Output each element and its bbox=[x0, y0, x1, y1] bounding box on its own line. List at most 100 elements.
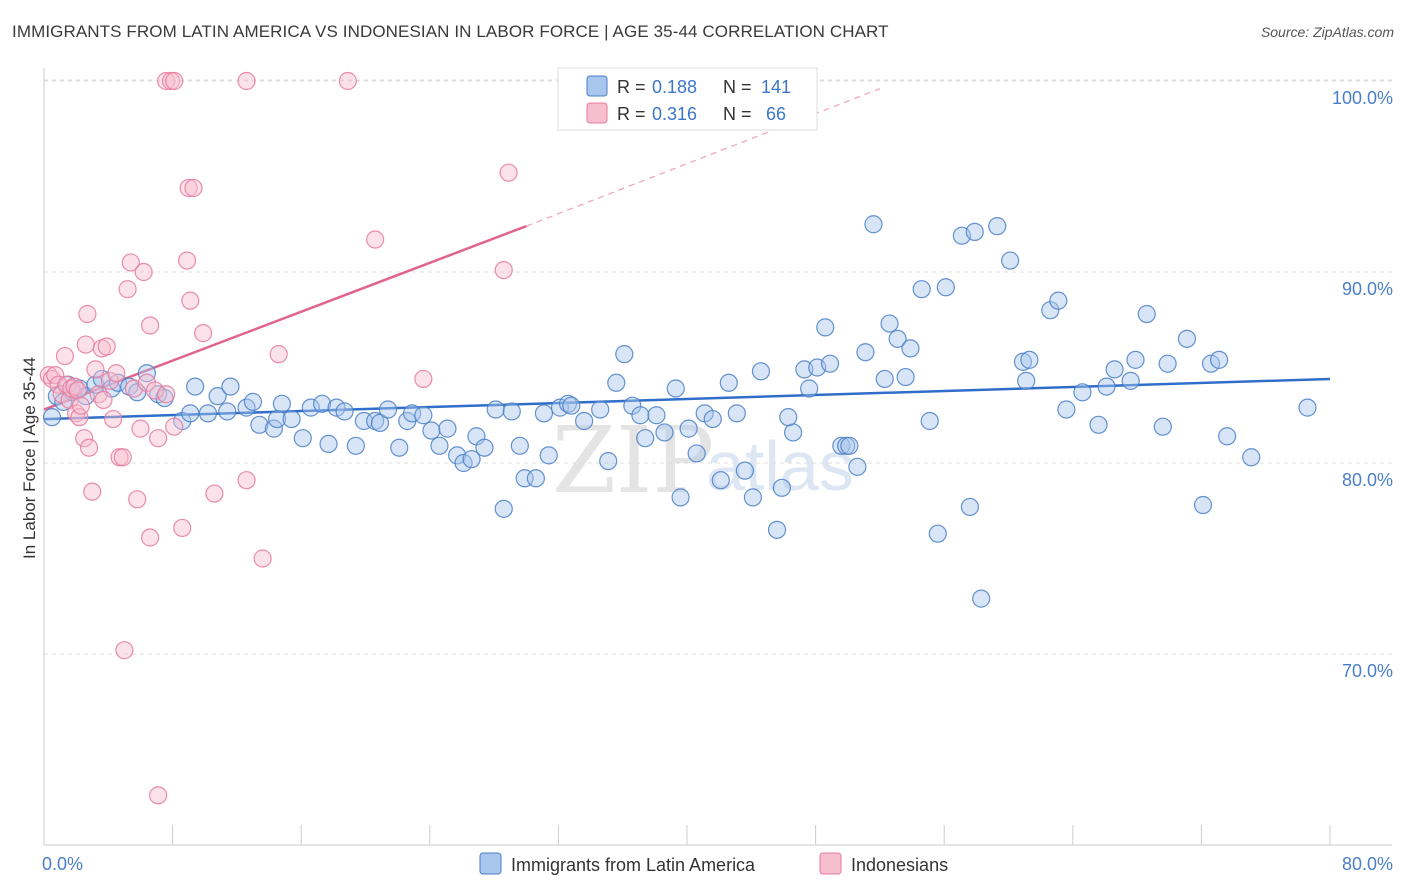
pink-point-19 bbox=[86, 360, 105, 379]
blue-point-116 bbox=[1013, 352, 1033, 371]
pink-point-38 bbox=[140, 528, 160, 547]
blue-point-46 bbox=[430, 436, 449, 455]
blue-point-121 bbox=[1057, 400, 1076, 419]
blue-point-2 bbox=[54, 392, 73, 411]
blue-point-44 bbox=[414, 406, 433, 425]
blue-point-47 bbox=[438, 419, 457, 438]
legend-n-label-1: N = bbox=[723, 77, 752, 97]
blue-point-59 bbox=[534, 404, 554, 423]
blue-point-32 bbox=[312, 394, 332, 413]
blue-point-66 bbox=[599, 451, 618, 471]
blue-point-73 bbox=[655, 423, 674, 442]
blue-point-84 bbox=[743, 488, 763, 507]
blue-point-122 bbox=[1073, 383, 1092, 402]
blue-point-106 bbox=[912, 280, 931, 299]
blue-point-124 bbox=[1097, 377, 1116, 396]
blue-point-22 bbox=[221, 377, 240, 396]
blue-point-135 bbox=[1218, 427, 1237, 446]
blue-point-81 bbox=[719, 373, 738, 392]
blue-point-21 bbox=[218, 402, 237, 421]
blue-point-88 bbox=[783, 423, 803, 442]
pink-point-55 bbox=[237, 471, 256, 490]
blue-point-123 bbox=[1089, 415, 1108, 434]
blue-point-99 bbox=[856, 343, 875, 362]
y-tick-label-0: 70.0% bbox=[1342, 661, 1393, 681]
grid-layer bbox=[44, 79, 1392, 655]
blue-point-101 bbox=[875, 369, 894, 389]
points-layer bbox=[39, 71, 1317, 805]
pink-point-33 bbox=[128, 490, 147, 509]
blue-point-75 bbox=[671, 488, 690, 507]
pink-point-17 bbox=[79, 438, 99, 457]
blue-point-24 bbox=[243, 392, 263, 411]
blue-point-136 bbox=[1242, 448, 1261, 467]
legend-n-value-2: 66 bbox=[766, 104, 786, 124]
blue-point-117 bbox=[1017, 371, 1036, 390]
pink-point-12 bbox=[70, 408, 89, 427]
legend-r-label-2: R = bbox=[617, 104, 646, 124]
legend-r-value-1: 0.188 bbox=[652, 77, 697, 97]
blue-point-20 bbox=[208, 387, 227, 406]
pink-point-26 bbox=[107, 364, 126, 383]
blue-point-131 bbox=[1177, 329, 1197, 348]
blue-point-127 bbox=[1126, 350, 1145, 369]
blue-point-87 bbox=[772, 478, 791, 497]
pink-point-18 bbox=[83, 482, 102, 501]
pink-point-57 bbox=[269, 345, 288, 364]
legend-n-value-1: 141 bbox=[761, 77, 791, 97]
blue-point-130 bbox=[1158, 354, 1177, 373]
blue-point-79 bbox=[703, 409, 722, 429]
blue-point-108 bbox=[928, 524, 947, 543]
blue-point-76 bbox=[679, 419, 698, 438]
pink-point-45 bbox=[165, 71, 184, 91]
blue-point-91 bbox=[800, 379, 819, 398]
bottom-legend-label-pink: Indonesians bbox=[851, 855, 948, 875]
bottom-legend: Immigrants from Latin America Indonesian… bbox=[479, 852, 948, 875]
chart-source: Source: ZipAtlas.com bbox=[1260, 24, 1394, 40]
blue-point-85 bbox=[751, 362, 771, 381]
pink-point-37 bbox=[140, 316, 160, 335]
blue-point-27 bbox=[272, 394, 292, 413]
blue-point-53 bbox=[486, 400, 505, 419]
x-tick-label-1: 80.0% bbox=[1342, 854, 1393, 874]
pink-point-58 bbox=[338, 71, 357, 91]
y-axis-label: In Labor Force | Age 35-44 bbox=[20, 357, 39, 559]
blue-point-31 bbox=[301, 398, 320, 417]
blue-point-63 bbox=[562, 396, 581, 415]
blue-point-29 bbox=[282, 409, 301, 429]
blue-point-17 bbox=[181, 404, 200, 423]
pink-point-47 bbox=[173, 518, 192, 538]
axes-layer: 70.0% 80.0% 90.0% 100.0% 0.0% 80.0% bbox=[42, 68, 1393, 874]
blue-point-52 bbox=[475, 438, 494, 457]
pink-point-54 bbox=[237, 71, 256, 91]
blue-trend-line bbox=[43, 377, 1331, 421]
pink-point-51 bbox=[184, 178, 203, 198]
x-tick-label-0: 0.0% bbox=[42, 854, 83, 874]
blue-point-65 bbox=[591, 400, 610, 419]
pink-point-16 bbox=[78, 304, 97, 324]
legend-n-label-2: N = bbox=[723, 104, 752, 124]
pink-point-42 bbox=[157, 385, 176, 404]
blue-point-35 bbox=[335, 402, 354, 421]
y-tick-label-2: 90.0% bbox=[1342, 279, 1393, 299]
blue-point-40 bbox=[378, 400, 398, 419]
blue-point-41 bbox=[390, 438, 409, 457]
pink-point-39 bbox=[145, 381, 165, 400]
blue-point-50 bbox=[462, 450, 481, 469]
blue-point-111 bbox=[960, 497, 980, 517]
blue-point-132 bbox=[1193, 495, 1213, 515]
blue-point-83 bbox=[735, 461, 754, 480]
pink-point-23 bbox=[97, 337, 116, 356]
blue-point-62 bbox=[558, 394, 578, 413]
blue-point-60 bbox=[539, 446, 558, 465]
pink-point-31 bbox=[121, 253, 140, 272]
blue-point-94 bbox=[820, 354, 840, 373]
blue-point-71 bbox=[636, 429, 655, 448]
blue-point-134 bbox=[1209, 350, 1229, 369]
blue-point-43 bbox=[403, 404, 422, 423]
legend-swatch-blue bbox=[586, 75, 608, 97]
bottom-legend-swatch-blue bbox=[479, 852, 502, 875]
pink-point-56 bbox=[253, 549, 272, 568]
blue-point-125 bbox=[1105, 360, 1124, 379]
